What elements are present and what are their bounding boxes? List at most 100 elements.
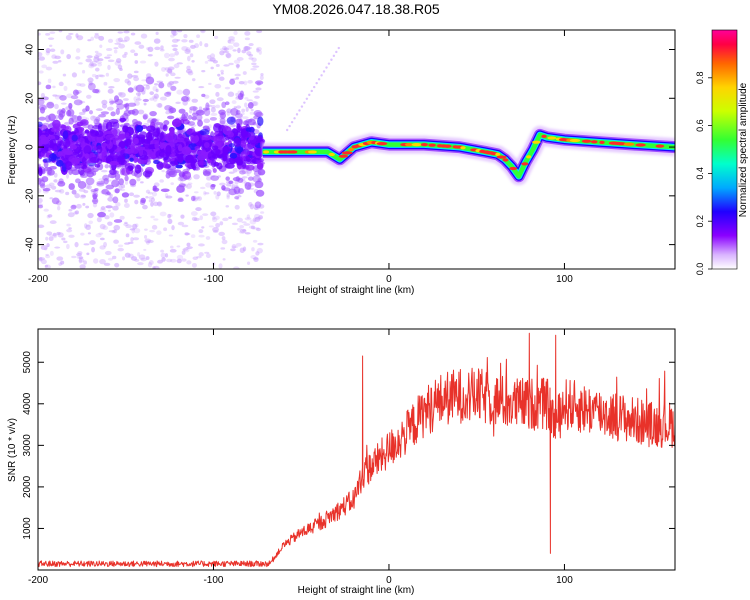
noise-speck	[103, 262, 111, 266]
noise-speck	[85, 205, 90, 209]
trace-hotspot	[404, 143, 414, 147]
noise-speck	[101, 169, 108, 173]
noise-speck	[252, 65, 260, 68]
noise-speck	[54, 94, 61, 100]
noise-speck	[238, 81, 245, 85]
core-blob	[135, 124, 144, 133]
core-blob	[49, 153, 58, 159]
noise-speck	[129, 228, 136, 231]
noise-speck	[255, 87, 262, 91]
noise-blob	[112, 196, 119, 204]
noise-speck	[205, 253, 211, 259]
noise-speck	[260, 72, 264, 77]
core-blob	[42, 158, 52, 163]
noise-speck	[194, 43, 199, 49]
noise-speck	[246, 173, 250, 177]
noise-speck	[237, 47, 241, 54]
noise-speck	[176, 62, 183, 65]
noise-speck	[216, 97, 224, 102]
noise-speck	[233, 42, 240, 48]
whistle-dot	[313, 85, 316, 89]
noise-speck	[227, 39, 231, 44]
noise-speck	[74, 210, 79, 215]
noise-speck	[147, 191, 153, 195]
noise-speck	[45, 184, 52, 189]
noise-speck	[146, 47, 150, 50]
noise-speck	[244, 217, 252, 221]
noise-speck	[256, 48, 260, 53]
noise-speck	[195, 207, 202, 212]
noise-blob	[121, 192, 130, 198]
noise-speck	[191, 262, 197, 268]
noise-speck	[99, 74, 106, 78]
noise-speck	[170, 182, 175, 186]
whistle-dot	[322, 70, 326, 73]
noise-speck	[66, 93, 73, 99]
trace-hotspot	[443, 144, 452, 148]
noise-blob	[113, 219, 123, 223]
noise-blob	[203, 170, 211, 177]
noise-blob	[105, 205, 113, 209]
noise-speck	[95, 74, 99, 80]
noise-blob	[104, 164, 110, 169]
noise-speck	[123, 222, 129, 227]
noise-speck	[95, 52, 103, 57]
noise-speck	[99, 223, 106, 230]
noise-blob	[88, 110, 94, 115]
noise-speck	[38, 257, 45, 261]
noise-speck	[49, 197, 53, 200]
noise-blob	[77, 180, 87, 189]
noise-speck	[232, 49, 237, 52]
noise-speck	[135, 92, 141, 96]
noise-speck	[237, 227, 242, 231]
noise-speck	[148, 199, 152, 203]
core-blob	[240, 140, 247, 148]
noise-blob	[70, 204, 77, 210]
core-blob	[44, 128, 50, 135]
noise-blob	[177, 198, 184, 203]
noise-speck	[88, 81, 93, 86]
noise-speck	[250, 108, 254, 112]
noise-blob	[118, 178, 124, 186]
noise-speck	[243, 80, 248, 86]
noise-speck	[85, 58, 92, 63]
noise-speck	[100, 206, 106, 211]
core-blob	[169, 139, 178, 144]
noise-speck	[169, 258, 177, 263]
whistle-dot	[300, 105, 304, 108]
noise-speck	[108, 230, 115, 233]
core-blob	[228, 143, 236, 148]
noise-speck	[94, 34, 100, 39]
noise-speck	[149, 229, 156, 233]
noise-blob	[204, 168, 212, 175]
noise-speck	[60, 102, 67, 105]
noise-speck	[52, 85, 56, 89]
whistle-dot	[320, 74, 323, 77]
noise-blob	[70, 95, 79, 100]
core-blob	[190, 134, 200, 144]
noise-speck	[86, 94, 92, 99]
noise-speck	[49, 44, 53, 48]
noise-speck	[85, 224, 91, 231]
noise-blob	[155, 122, 164, 126]
core-blob	[105, 134, 115, 141]
noise-speck	[74, 193, 80, 199]
core-blob	[116, 146, 122, 151]
core-blob	[226, 116, 236, 125]
noise-speck	[113, 47, 119, 50]
noise-speck	[185, 69, 193, 74]
noise-speck	[103, 81, 108, 86]
noise-speck	[87, 77, 94, 83]
core-blob	[133, 137, 139, 145]
noise-blob	[135, 84, 145, 93]
noise-speck	[168, 213, 173, 218]
noise-speck	[235, 64, 241, 68]
noise-speck	[140, 181, 144, 184]
noise-speck	[140, 33, 148, 39]
noise-speck	[47, 78, 52, 84]
noise-speck	[107, 59, 115, 63]
noise-speck	[191, 216, 198, 221]
noise-speck	[204, 192, 210, 195]
trace-hotspot	[348, 147, 355, 152]
noise-speck	[235, 92, 239, 97]
